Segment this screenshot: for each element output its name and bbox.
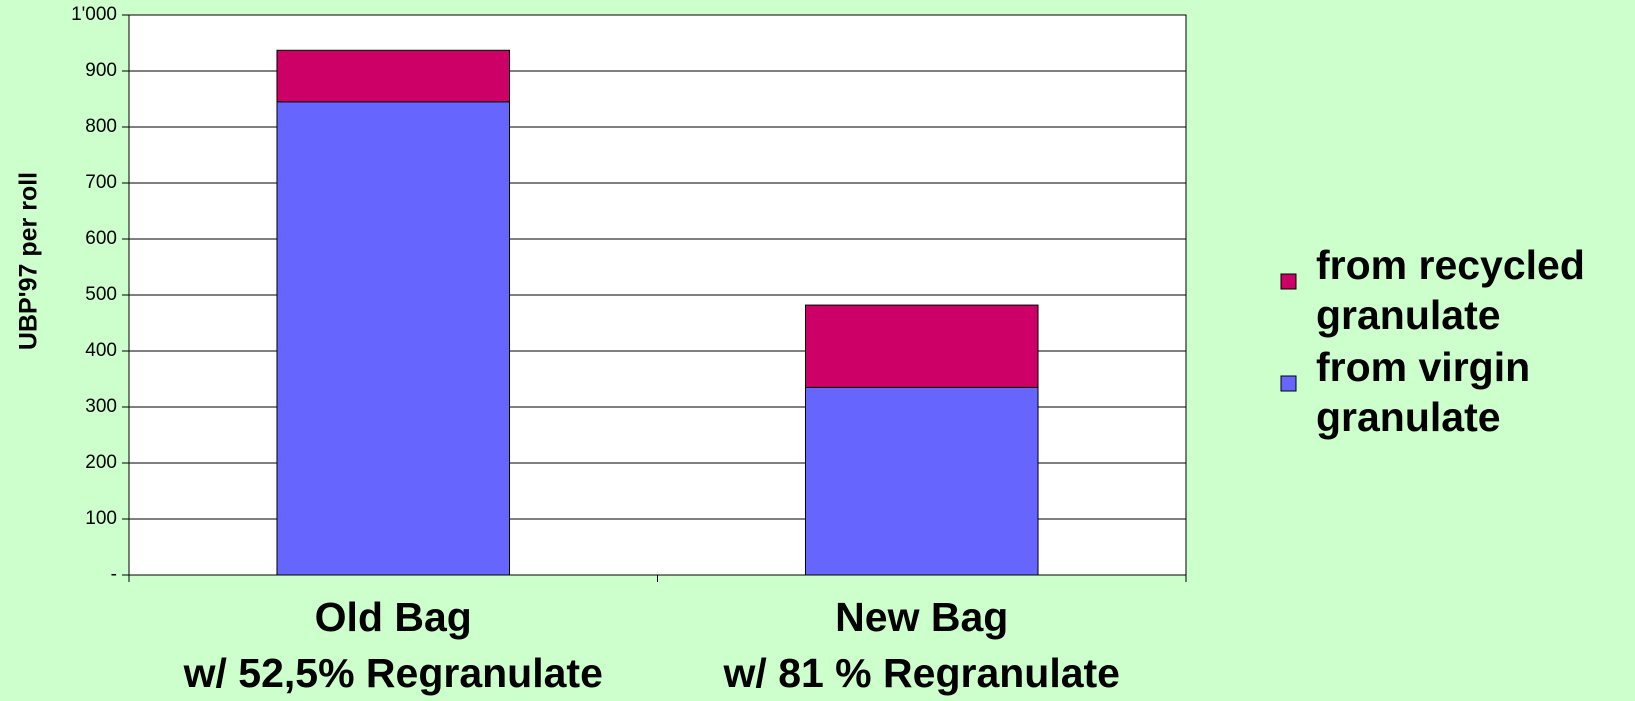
y-tick-label: 1'000 — [71, 4, 117, 25]
y-tick-label: 900 — [85, 60, 117, 81]
bar-segment — [276, 49, 511, 103]
y-tick-label: 600 — [85, 228, 117, 249]
legend-swatch — [1280, 273, 1297, 290]
y-tick-label: 700 — [85, 172, 117, 193]
y-tick-label: 200 — [85, 452, 117, 473]
y-axis-label: UBP'97 per roll — [15, 172, 43, 350]
y-tick-label: - — [111, 564, 117, 585]
y-tick-label: 300 — [85, 396, 117, 417]
y-tick-label: 100 — [85, 508, 117, 529]
legend-label: from recycled granulate — [1316, 242, 1585, 338]
bar-segment — [804, 386, 1039, 576]
bar-segment — [276, 101, 511, 576]
legend-label: from virgin granulate — [1316, 344, 1531, 440]
y-tick-label: 800 — [85, 116, 117, 137]
x-tick-label: New Bag w/ 81 % Regranulate — [723, 594, 1120, 696]
y-tick-label: 400 — [85, 340, 117, 361]
bar-segment — [804, 304, 1039, 388]
x-tick-label: Old Bag w/ 52,5% Regranulate — [183, 594, 603, 696]
y-tick-label: 500 — [85, 284, 117, 305]
legend-swatch — [1280, 375, 1297, 392]
